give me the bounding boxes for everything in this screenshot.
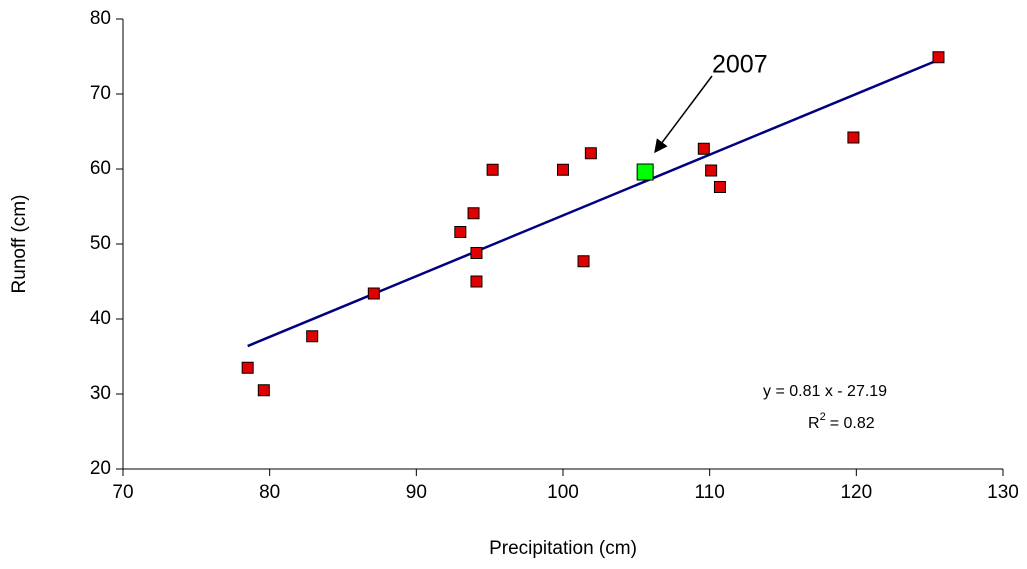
annotation-arrow — [654, 75, 713, 154]
y-axis-title: Runoff (cm) — [9, 195, 30, 294]
x-tick-label: 100 — [547, 482, 579, 503]
point — [257, 384, 270, 397]
point — [241, 361, 254, 374]
y-tick-label: 50 — [90, 233, 111, 254]
point — [584, 147, 597, 160]
y-tick-label: 80 — [90, 8, 111, 29]
x-tick-label: 120 — [840, 482, 872, 503]
r-squared: R2 = 0.82 — [808, 411, 875, 432]
r-label: R — [808, 415, 820, 432]
point — [636, 163, 654, 181]
x-tick-label: 130 — [987, 482, 1019, 503]
y-tick-label: 30 — [90, 383, 111, 404]
point — [847, 131, 860, 144]
point — [713, 181, 726, 193]
trend-equation: y = 0.81 x - 27.19 — [763, 383, 887, 400]
point — [577, 255, 590, 268]
point — [697, 142, 710, 155]
point — [306, 330, 319, 343]
point — [467, 207, 480, 220]
point — [454, 226, 467, 238]
x-tick-label: 70 — [112, 482, 133, 503]
x-tick-label: 110 — [695, 482, 725, 503]
x-axis-title: Precipitation (cm) — [489, 538, 637, 559]
trendline — [247, 58, 939, 348]
y-tick-label: 70 — [90, 83, 111, 104]
y-tick-label: 20 — [90, 458, 111, 479]
point — [470, 275, 483, 288]
annotation: 2007 — [712, 51, 768, 79]
x-tick-label: 80 — [259, 482, 280, 503]
point — [486, 163, 499, 176]
point — [932, 51, 945, 64]
x-tick-label: 90 — [406, 482, 427, 503]
y-tick-label: 60 — [90, 158, 111, 179]
r-superscript: 2 — [820, 411, 826, 423]
point — [557, 163, 569, 176]
r-value: = 0.82 — [830, 415, 875, 432]
point — [367, 287, 380, 300]
y-tick-label: 40 — [90, 308, 111, 329]
point — [470, 247, 483, 259]
point — [705, 164, 718, 177]
